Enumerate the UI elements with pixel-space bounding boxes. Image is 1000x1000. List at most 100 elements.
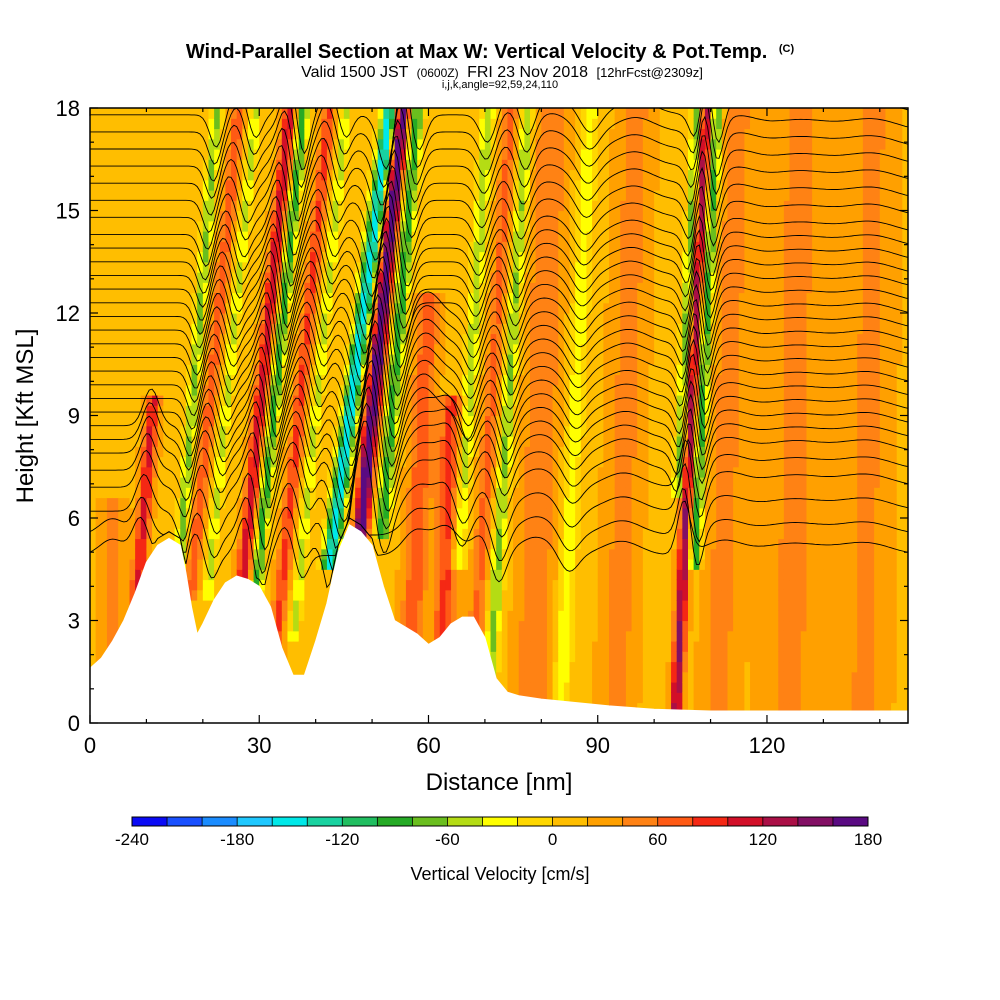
velocity-cell [473,282,480,294]
velocity-cell [259,518,266,529]
velocity-cell [140,251,148,263]
velocity-cell [462,507,469,519]
velocity-cell [451,579,458,591]
velocity-cell [530,231,537,242]
velocity-cell [388,405,396,417]
velocity-cell [259,323,266,335]
velocity-cell [191,528,198,540]
velocity-cell [541,128,548,140]
velocity-cell [326,528,334,540]
velocity-cell [490,518,497,529]
velocity-cell [152,128,159,140]
velocity-cell [135,477,142,488]
velocity-cell [168,477,176,488]
velocity-cell [214,200,221,212]
velocity-cell [496,272,503,283]
velocity-cell [428,395,435,406]
velocity-cell [428,272,435,283]
velocity-cell [467,333,475,345]
velocity-cell [264,497,272,509]
velocity-cell [304,384,311,396]
velocity-cell [135,169,142,181]
velocity-cell [185,220,193,232]
velocity-cell [507,179,514,191]
velocity-cell [338,118,345,130]
velocity-cell [541,518,548,529]
velocity-cell [135,374,142,386]
velocity-cell [118,518,125,529]
velocity-cell [467,364,475,376]
velocity-cell [479,302,486,314]
velocity-cell [146,261,153,273]
velocity-cell [434,251,441,263]
velocity-cell [518,518,525,529]
velocity-cell [231,159,238,171]
velocity-cell [298,231,305,242]
velocity-cell [501,518,509,529]
velocity-cell [270,200,277,212]
velocity-cell [501,682,509,693]
velocity-cell [185,231,193,242]
velocity-cell [264,589,272,601]
velocity-cell [214,374,221,386]
velocity-cell [332,374,339,386]
velocity-cell [445,251,452,263]
velocity-cell [146,518,153,529]
velocity-cell [242,548,249,560]
velocity-cell [467,272,475,283]
velocity-cell [473,384,480,396]
velocity-cell [135,518,142,529]
velocity-cell [541,661,548,673]
velocity-cell [140,364,148,376]
velocity-cell [191,241,198,253]
velocity-cell [208,108,215,119]
velocity-cell [473,538,480,550]
velocity-cell [445,323,452,335]
velocity-cell [445,507,452,519]
velocity-cell [535,405,542,417]
velocity-cell [411,456,418,468]
velocity-cell [355,313,362,324]
velocity-cell [174,282,181,294]
velocity-cell [242,313,249,324]
velocity-cell [129,231,136,242]
velocity-cell [90,651,97,663]
velocity-cell [287,456,294,468]
velocity-cell [355,343,362,355]
velocity-cell [513,671,520,683]
velocity-cell [225,343,232,355]
velocity-cell [518,292,525,304]
velocity-cell [208,559,215,570]
velocity-cell [490,477,497,488]
velocity-cell [513,600,520,611]
velocity-cell [445,487,452,499]
velocity-cell [146,272,153,283]
velocity-cell [428,313,435,324]
velocity-cell [118,395,125,406]
velocity-cell [383,272,390,283]
velocity-cell [281,620,289,632]
velocity-cell [462,159,469,171]
velocity-cell [462,251,469,263]
velocity-cell [191,600,198,611]
velocity-cell [276,589,283,601]
velocity-cell [112,374,119,386]
velocity-cell [518,487,525,499]
velocity-cell [236,169,243,181]
velocity-cell [372,220,379,232]
velocity-cell [546,528,554,540]
velocity-cell [197,231,204,242]
velocity-cell [253,354,260,365]
velocity-cell [530,364,537,376]
velocity-cell [304,231,311,242]
velocity-cell [276,487,283,499]
velocity-cell [326,395,334,406]
velocity-cell [546,282,554,294]
velocity-cell [315,159,322,171]
velocity-cell [417,251,424,263]
velocity-cell [180,487,187,499]
velocity-cell [473,456,480,468]
velocity-cell [315,436,322,447]
velocity-cell [417,313,424,324]
velocity-cell [208,507,215,519]
